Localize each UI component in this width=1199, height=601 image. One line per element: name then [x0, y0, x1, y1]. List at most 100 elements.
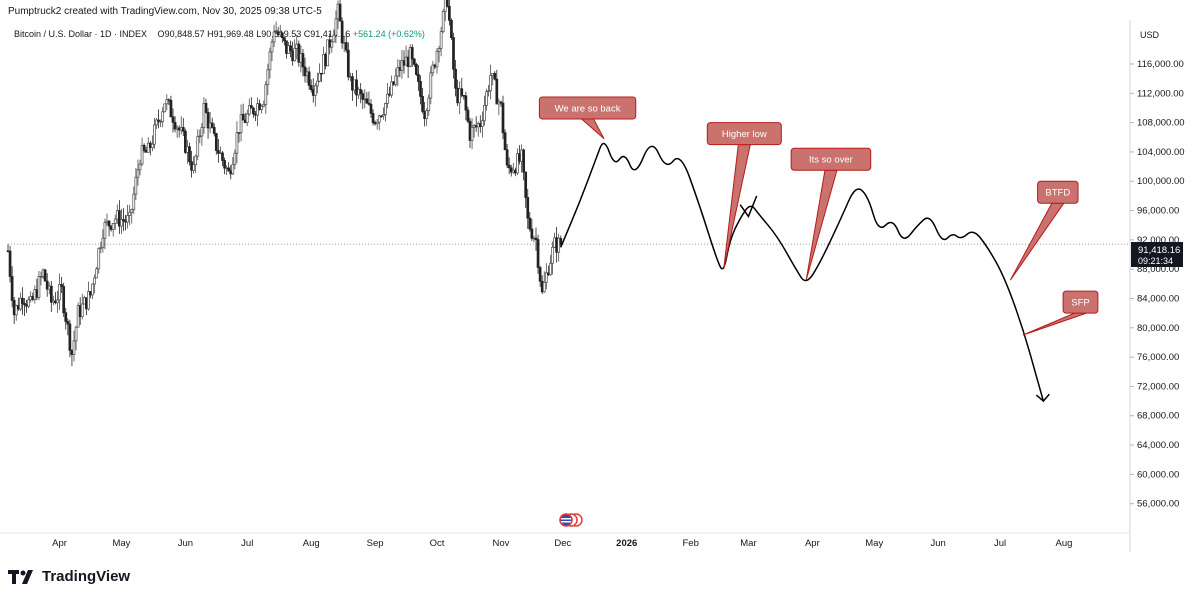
y-tick-label: 68,000.00: [1137, 411, 1179, 422]
candle-body: [441, 11, 445, 32]
candle-body: [252, 107, 255, 115]
candle-body: [136, 169, 140, 178]
candle-body: [559, 237, 563, 246]
candle-body: [122, 219, 125, 222]
time-axis: Apr May Jun Jul Aug Sep Oct Nov Dec 2026 Feb Mar Apr…: [52, 538, 1072, 549]
candle-body: [530, 228, 534, 239]
candle-body: [309, 85, 313, 90]
candle-body: [245, 113, 249, 123]
candle-body: [557, 237, 561, 253]
candle-body: [243, 119, 247, 123]
candle-body: [184, 130, 187, 153]
candle-body: [58, 284, 61, 301]
candle-body: [186, 146, 189, 153]
callout-label: SFP: [1071, 298, 1089, 309]
candle-body: [64, 312, 68, 322]
candle-body: [450, 19, 453, 38]
candle-body: [448, 5, 451, 21]
candle-body: [415, 64, 418, 75]
callout-label: Higher low: [722, 129, 767, 140]
candle-body: [163, 103, 167, 113]
symbol-name[interactable]: Bitcoin / U.S. Dollar · 1D · INDEX: [14, 29, 148, 39]
y-tick-label: 88,000.00: [1137, 264, 1179, 275]
candle-body: [181, 127, 185, 132]
candle-body: [153, 124, 156, 145]
candle-body: [227, 167, 231, 172]
open-value: 90,848.57: [164, 29, 205, 39]
candle-body: [140, 144, 144, 165]
candle-body: [377, 115, 381, 123]
candle-body: [518, 153, 521, 162]
candle-body: [534, 237, 538, 240]
candle-body: [97, 248, 101, 270]
candle-body: [171, 116, 175, 123]
candle-body: [555, 237, 558, 253]
candle-body: [435, 50, 439, 68]
candle-body: [179, 127, 183, 131]
candle-body: [497, 101, 501, 105]
candle-body: [109, 225, 113, 230]
candle-body: [322, 54, 325, 74]
candle-body: [371, 113, 375, 123]
candle-body: [394, 75, 398, 85]
candle-body: [505, 149, 509, 166]
candle-body: [402, 60, 406, 66]
candle-body: [41, 269, 45, 277]
callout-pointer: [1022, 312, 1087, 336]
candle-body: [478, 123, 482, 127]
candle-body: [105, 220, 109, 223]
candle-body: [124, 220, 127, 223]
candle-body: [514, 169, 517, 174]
y-tick-label: 76,000.00: [1137, 352, 1179, 363]
projection-line: [560, 142, 1045, 402]
candle-body: [483, 105, 486, 122]
candle-body: [247, 105, 251, 115]
currency-label[interactable]: USD: [1140, 30, 1160, 40]
candle-body: [408, 47, 412, 67]
candle-body: [481, 120, 484, 127]
candle-body: [128, 211, 132, 216]
last-price-box: [1131, 242, 1183, 267]
projection-arrowhead: [1035, 393, 1050, 403]
candle-body: [439, 31, 443, 49]
y-tick-label: 112,000.00: [1137, 88, 1184, 99]
candle-body: [516, 153, 519, 174]
candle-body: [231, 163, 235, 175]
candle-body: [522, 149, 525, 173]
callout-label: BTFD: [1045, 188, 1070, 199]
candle-body: [250, 105, 253, 109]
candle-body: [169, 99, 173, 118]
candle-body: [237, 132, 241, 134]
candle-body: [295, 43, 299, 49]
candle-body: [280, 32, 284, 38]
y-tick-label: 100,000.00: [1137, 176, 1185, 187]
candle-body: [85, 297, 88, 310]
candle-body: [425, 110, 429, 119]
candle-body: [299, 53, 303, 63]
events-marker-icon[interactable]: [559, 513, 583, 527]
candle-body: [351, 76, 354, 91]
candle-body: [503, 132, 507, 151]
brand-name: TradingView: [42, 568, 131, 585]
candle-body: [547, 272, 550, 275]
candle-body: [241, 114, 245, 121]
candle-body: [258, 103, 261, 111]
candle-body: [35, 289, 39, 298]
x-tick-label: Jun: [931, 538, 946, 549]
candle-body: [334, 18, 338, 36]
candlestick-series: [6, 0, 563, 367]
candle-body: [283, 37, 286, 42]
candle-body: [221, 152, 224, 161]
candle-body: [68, 323, 72, 351]
candle-body: [43, 269, 47, 282]
candle-body: [421, 96, 424, 112]
candle-body: [316, 80, 319, 87]
callout-label: We are so back: [555, 103, 621, 114]
chart-header: Pumptruck2 created with TradingView.com,…: [8, 6, 322, 17]
candle-body: [278, 32, 282, 36]
candle-body: [266, 69, 270, 86]
candle-body: [91, 283, 94, 296]
candle-body: [262, 103, 266, 107]
candle-body: [318, 72, 321, 82]
